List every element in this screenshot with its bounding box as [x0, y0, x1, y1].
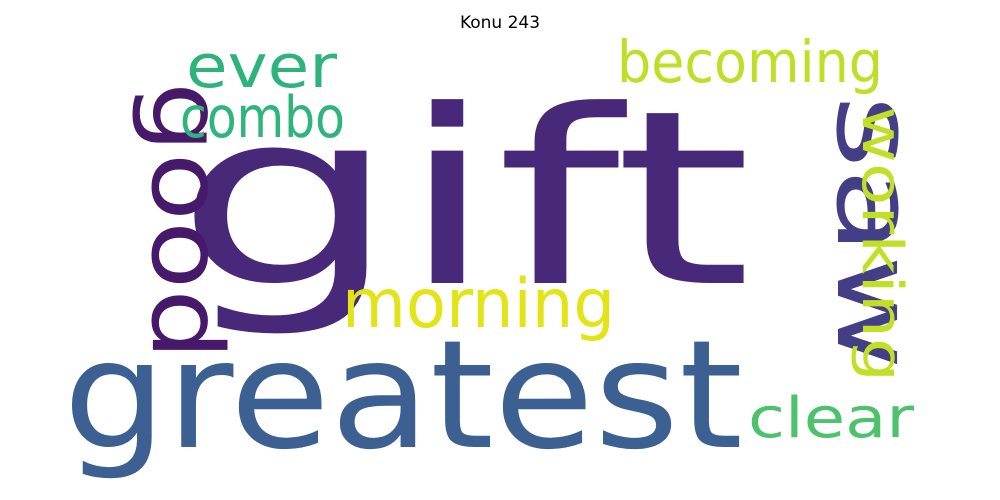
word-working: working [849, 106, 914, 382]
word-gift: gift [175, 59, 752, 341]
word-morning: morning [342, 265, 615, 344]
word-clear: clear [748, 386, 915, 451]
figure-title: Konu 243 [459, 13, 541, 33]
word-saw: saw [812, 95, 937, 370]
word-greatest: greatest [63, 309, 743, 483]
word-good: good [129, 82, 243, 360]
word-becoming: becoming [617, 28, 883, 96]
word-ever: ever [186, 32, 337, 102]
word-combo: combo [180, 85, 345, 151]
